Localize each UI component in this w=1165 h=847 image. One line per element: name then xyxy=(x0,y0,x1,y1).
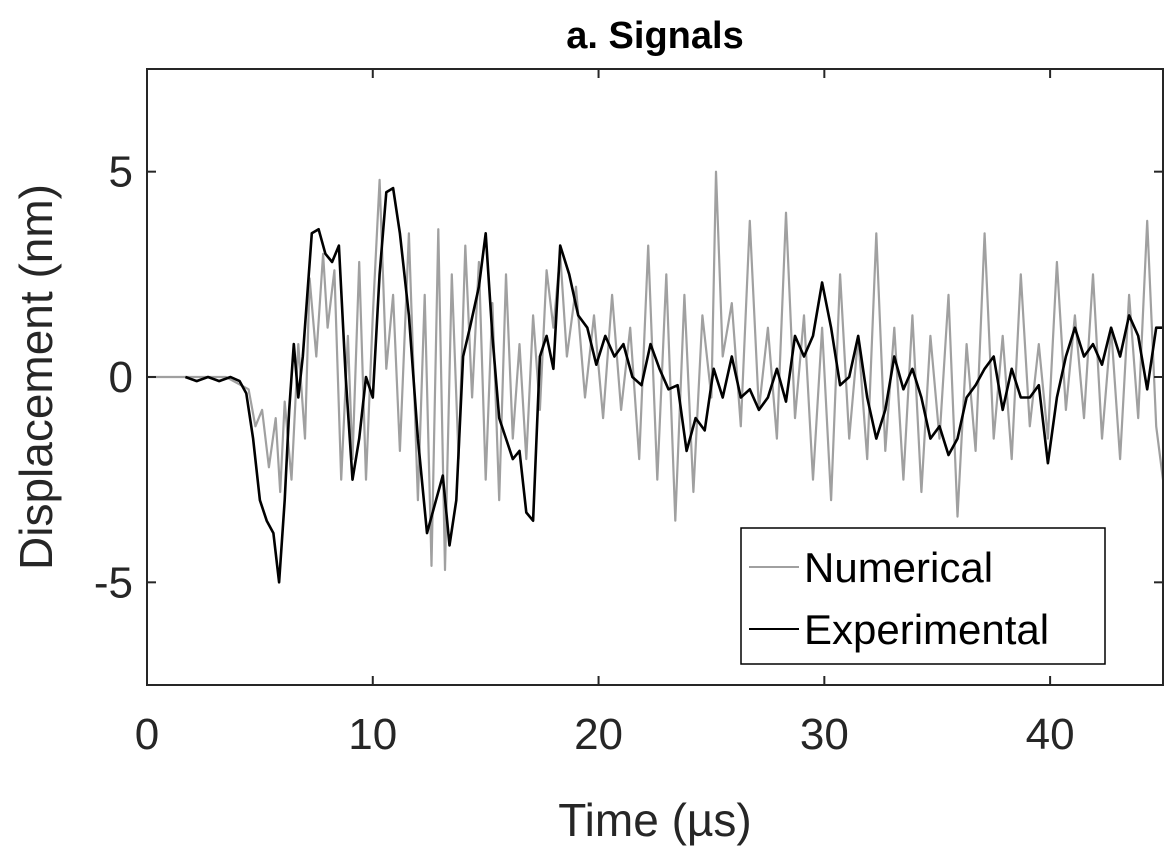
x-tick-label: 40 xyxy=(1026,710,1075,759)
x-tick-label: 10 xyxy=(348,710,397,759)
x-tick-label: 30 xyxy=(800,710,849,759)
legend-label-numerical: Numerical xyxy=(804,544,993,591)
series-line-numerical xyxy=(147,170,1165,572)
series-layer xyxy=(147,170,1165,584)
x-tick-label: 20 xyxy=(574,710,623,759)
y-tick-label: 0 xyxy=(109,353,133,402)
y-tick-label: -5 xyxy=(94,558,133,607)
y-tick-label: 5 xyxy=(109,148,133,197)
x-tick-label: 0 xyxy=(135,710,159,759)
series-line-experimental xyxy=(184,186,1163,584)
y-axis-title: Displacement (nm) xyxy=(10,184,62,570)
legend-box xyxy=(740,527,1106,665)
chart-title: a. Signals xyxy=(566,15,743,57)
legend: Numerical Experimental xyxy=(740,527,1106,665)
legend-label-experimental: Experimental xyxy=(804,606,1049,653)
axis-ticks: 0 10 20 30 40 -5 0 5 xyxy=(94,69,1163,759)
x-axis-title: Time (µs) xyxy=(558,794,751,846)
